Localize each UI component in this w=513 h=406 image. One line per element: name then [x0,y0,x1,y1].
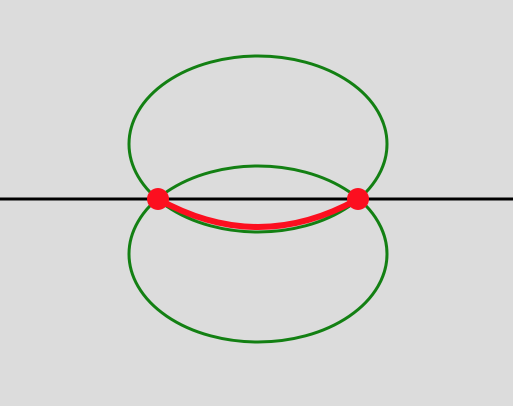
right-intersection-point [347,188,369,210]
intersection-arc [155,196,361,230]
upper-ellipse [127,54,389,234]
lower-ellipse [127,164,389,344]
left-intersection-point [147,188,169,210]
